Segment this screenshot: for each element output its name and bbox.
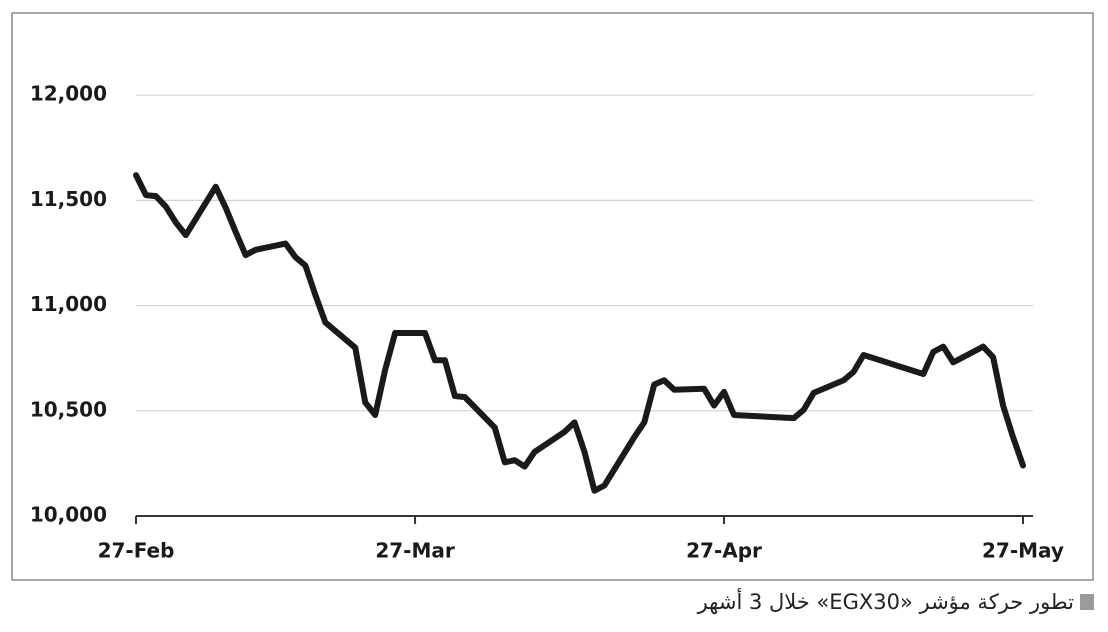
line <box>133 172 1026 494</box>
y-tick-label: 11,500 <box>30 187 107 211</box>
caption-icon <box>1080 594 1094 610</box>
y-tick-label: 12,000 <box>30 82 107 106</box>
y-tick-label: 11,000 <box>30 292 107 316</box>
x-tick-label: 27-Feb <box>98 539 175 563</box>
caption: تطور حركة مؤشر «EGX30» خلال 3 أشهر <box>697 590 1074 614</box>
x-tick-label: 27-Apr <box>686 539 762 563</box>
y-tick-label: 10,500 <box>30 397 107 421</box>
frame <box>11 12 1094 581</box>
caption-box: تطور حركة مؤشر «EGX30» خلال 3 أشهر <box>698 590 1094 614</box>
x-tick-label: 27-May <box>982 539 1064 563</box>
chart: 10,000 10,500 11,000 11,500 12,000 27-Feb 27-M… <box>11 12 1094 581</box>
x-tick-label: 27-Mar <box>375 539 455 563</box>
y-tick-label: 10,000 <box>30 503 107 527</box>
